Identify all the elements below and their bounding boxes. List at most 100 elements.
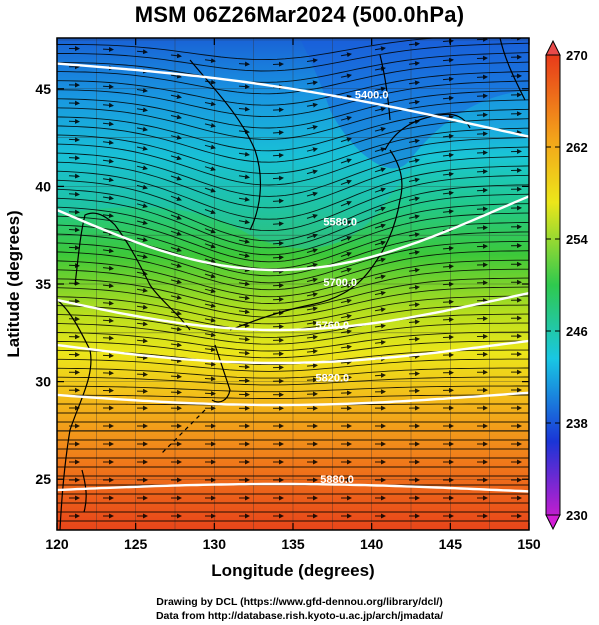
wind-arrow <box>68 155 80 161</box>
wind-arrow <box>408 250 420 256</box>
wind-arrow <box>272 175 284 181</box>
wind-arrow <box>306 169 318 175</box>
wind-arrow <box>102 102 114 108</box>
wind-arrow <box>340 201 352 207</box>
wind-arrow <box>136 165 148 171</box>
contour-label: 5760.0 <box>316 320 350 332</box>
wind-arrow <box>102 300 114 306</box>
wind-arrow <box>238 219 250 225</box>
wind-arrow <box>476 74 488 80</box>
wind-arrow <box>306 334 318 340</box>
wind-arrow <box>340 158 352 164</box>
wind-arrow <box>170 310 182 316</box>
wind-arrow <box>374 147 386 153</box>
wind-arrow <box>204 288 216 294</box>
wind-arrow <box>374 257 386 263</box>
wind-arrow <box>442 152 454 158</box>
wind-arrow <box>102 84 114 90</box>
wind-arrow <box>170 73 182 79</box>
wind-arrow <box>204 122 216 128</box>
wind-arrow <box>476 93 488 99</box>
wind-arrow <box>102 335 114 341</box>
x-tick-label: 125 <box>124 536 148 552</box>
wind-arrow <box>374 274 386 280</box>
wind-arrow <box>442 133 454 139</box>
wind-arrow <box>306 191 318 197</box>
wind-arrow <box>408 158 420 164</box>
wind-arrow <box>442 57 454 63</box>
wind-arrow <box>68 191 80 197</box>
wind-arrow <box>204 361 216 367</box>
wind-arrow <box>238 336 250 342</box>
wind-arrow <box>306 377 318 383</box>
contour-line <box>57 291 529 332</box>
streamline <box>57 146 529 197</box>
wind-arrow <box>102 283 114 289</box>
wind-arrow <box>340 267 352 273</box>
wind-arrow <box>204 166 216 172</box>
wind-arrow <box>476 206 488 212</box>
x-tick-label: 140 <box>360 536 384 552</box>
y-tick-label: 40 <box>35 178 51 194</box>
streamline <box>57 277 529 311</box>
wind-arrow <box>272 61 284 67</box>
wind-arrow <box>408 119 420 125</box>
wind-arrow <box>204 209 216 215</box>
wind-arrow <box>340 52 352 58</box>
contour-label: 5400.0 <box>355 90 389 102</box>
wind-arrow <box>476 131 488 137</box>
colorbar-min-arrow <box>545 514 561 531</box>
wind-arrow <box>442 317 454 323</box>
wind-arrow <box>374 372 386 378</box>
streamline <box>57 80 529 118</box>
wind-arrow <box>136 371 148 377</box>
streamline <box>57 340 529 359</box>
x-tick-label: 130 <box>203 536 227 552</box>
wind-arrow <box>170 279 182 284</box>
wind-arrow <box>374 127 386 132</box>
wind-arrow <box>340 251 352 257</box>
streamline <box>57 385 529 393</box>
wind-arrow <box>442 76 454 82</box>
wind-arrow <box>340 298 352 304</box>
streamline <box>57 376 529 386</box>
wind-arrow <box>340 179 352 185</box>
geopotential-contours <box>57 62 529 493</box>
wind-arrow <box>408 138 420 144</box>
wind-arrow <box>340 313 352 319</box>
wind-arrow <box>136 338 148 344</box>
wind-arrow <box>170 195 182 201</box>
wind-arrow <box>170 230 182 236</box>
map-plot-area: 5400.0 5580.0 5700.0 5760.0 5820.0 5880.0 <box>57 38 529 530</box>
wind-arrow <box>442 209 454 215</box>
wind-arrow <box>340 283 352 289</box>
wind-arrow <box>136 270 148 276</box>
colorbar-tick-label: 254 <box>566 232 588 247</box>
wind-arrow <box>102 248 114 254</box>
y-axis-label: Latitude (degrees) <box>4 210 23 357</box>
wind-arrow <box>408 267 420 273</box>
wind-arrow <box>204 317 216 323</box>
contour-line <box>57 391 529 407</box>
wind-arrow <box>340 220 352 226</box>
streamline <box>57 61 529 95</box>
wind-arrow <box>102 121 114 127</box>
wind-arrow <box>306 306 318 312</box>
wind-arrow <box>204 273 216 279</box>
wind-arrow <box>136 87 148 93</box>
wind-arrow <box>306 262 318 268</box>
y-tick-label: 30 <box>35 374 51 390</box>
coastline-china <box>57 299 92 530</box>
wind-arrow <box>204 58 216 64</box>
contour-label: 5880.0 <box>320 474 354 486</box>
wind-arrow <box>408 61 420 66</box>
wind-arrow <box>68 263 80 269</box>
wind-arrow <box>170 294 182 300</box>
wind-arrow <box>136 49 148 55</box>
wind-arrow <box>170 326 182 332</box>
wind-arrow <box>306 80 318 86</box>
wind-arrow <box>170 374 182 380</box>
wind-arrow <box>306 348 318 354</box>
wind-arrow <box>136 304 148 310</box>
